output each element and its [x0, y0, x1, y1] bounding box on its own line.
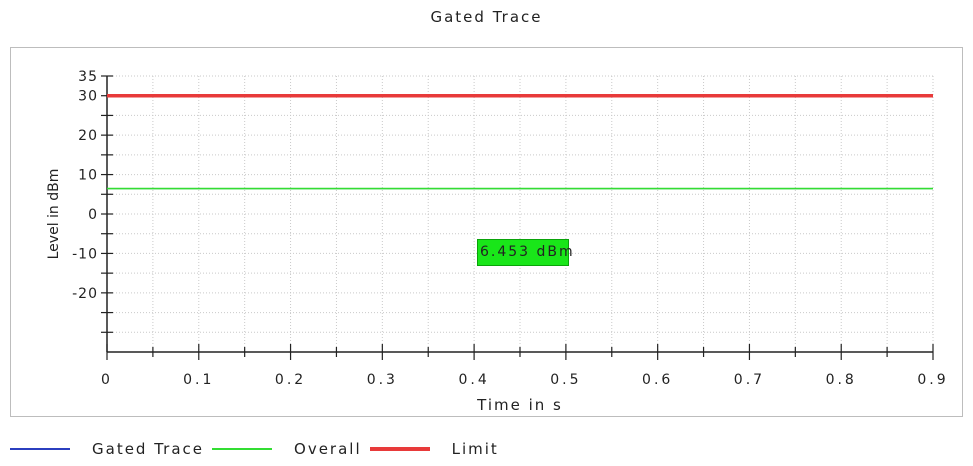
x-tick-label: 0.3	[367, 372, 398, 388]
y-tick-label: 0	[88, 207, 98, 223]
x-tick-label: 0	[101, 372, 113, 388]
value-marker-label: 6.453 dBm	[480, 244, 575, 260]
chart-title: Gated Trace	[430, 8, 543, 26]
value-marker-box	[477, 239, 569, 266]
legend-swatch-overall	[212, 448, 273, 450]
legend-swatch-gated-trace	[10, 448, 70, 450]
y-axis-title: Level in dBm	[46, 169, 62, 260]
plot-frame	[10, 47, 963, 417]
legend-item-overall: Overall	[212, 440, 362, 458]
x-tick-label: 0.4	[458, 372, 489, 388]
legend-label-overall: Overall	[294, 440, 362, 458]
x-tick-label: 0.7	[734, 372, 765, 388]
x-tick-label: 0.8	[826, 372, 857, 388]
y-tick-label: 30	[78, 89, 98, 105]
y-tick-label: 35	[78, 69, 98, 85]
chart-svg: 0 0.1 0.2 0.3 0.4 0.5 0.6 0.7 0.8 0.9 35 30 20 10 0 -10…	[46, 69, 948, 414]
y-tick-label: -10	[72, 246, 98, 262]
x-tick-label: 0.5	[550, 372, 581, 388]
x-tick-label: 0.2	[275, 372, 306, 388]
y-tick-label: 20	[78, 128, 98, 144]
x-axis-title: Time in s	[476, 396, 563, 414]
y-tick-label: 10	[78, 168, 98, 184]
x-tick-label: 0.9	[917, 372, 948, 388]
legend-label-gated-trace: Gated Trace	[92, 440, 205, 458]
chart-legend: Gated Trace Overall Limit	[10, 436, 507, 462]
x-tick-label: 0.6	[642, 372, 673, 388]
x-tick-label: 0.1	[183, 372, 214, 388]
legend-item-limit: Limit	[369, 440, 499, 458]
y-tick-label: -20	[72, 286, 98, 302]
legend-swatch-limit	[369, 447, 430, 451]
legend-label-limit: Limit	[451, 440, 499, 458]
legend-item-gated-trace: Gated Trace	[10, 440, 204, 458]
